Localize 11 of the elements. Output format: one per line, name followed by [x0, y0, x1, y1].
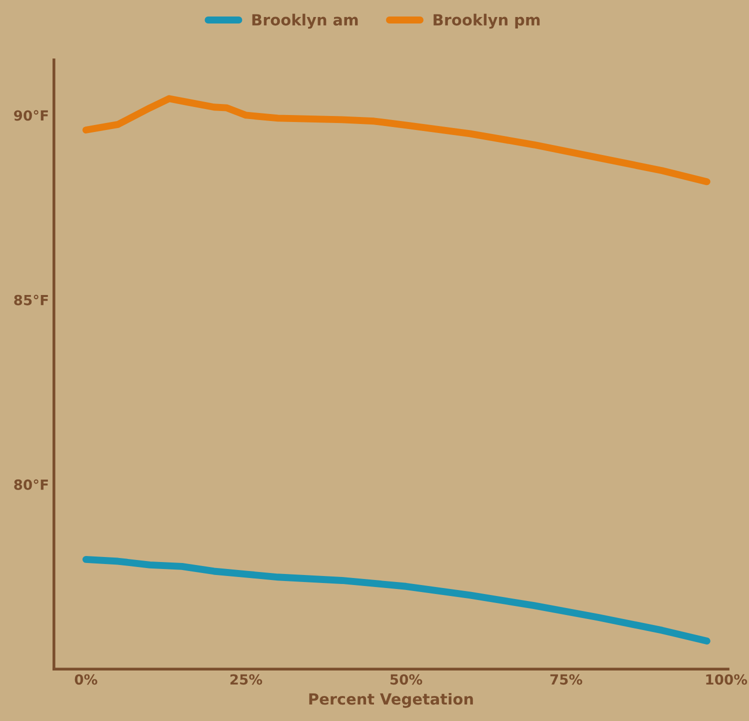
y-tick-label: 85°F: [14, 294, 48, 306]
x-axis-title: Percent Vegetation: [309, 692, 473, 708]
y-tick-label: 90°F: [14, 110, 48, 121]
x-tick-label: 50%: [390, 674, 422, 685]
x-tick-label: 100%: [706, 674, 748, 685]
y-tick-label: 80°F: [14, 479, 48, 490]
x-tick-label: 75%: [550, 674, 582, 685]
legend-label: Brooklyn am: [252, 14, 358, 29]
x-tick-label: 0%: [74, 674, 98, 685]
legend-label: Brooklyn pm: [434, 14, 540, 29]
x-tick-label: 25%: [230, 674, 262, 685]
